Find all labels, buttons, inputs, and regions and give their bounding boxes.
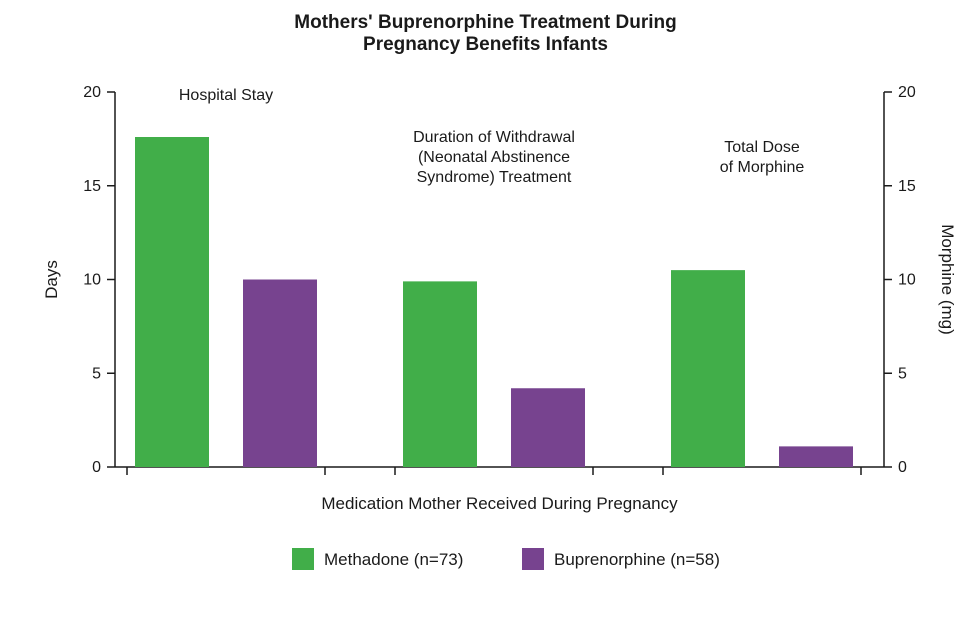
y-right-tick-label: 5 <box>898 365 907 382</box>
y-left-tick-label: 10 <box>83 272 101 289</box>
x-axis-label: Medication Mother Received During Pregna… <box>321 494 678 513</box>
y-left-tick-label: 15 <box>83 178 101 195</box>
group-label: of Morphine <box>720 159 805 176</box>
bar-methadone <box>671 270 745 467</box>
legend-label: Methadone (n=73) <box>324 550 463 569</box>
y-left-tick-label: 5 <box>92 365 101 382</box>
legend-label: Buprenorphine (n=58) <box>554 550 720 569</box>
y-right-tick-label: 20 <box>898 84 916 101</box>
group-label: Total Dose <box>724 139 800 156</box>
y-right-tick-label: 10 <box>898 272 916 289</box>
y-left-tick-label: 0 <box>92 459 101 476</box>
legend-swatch <box>522 548 544 570</box>
bar-buprenorphine <box>511 388 585 467</box>
group-label: (Neonatal Abstinence <box>418 149 570 166</box>
group-label: Syndrome) Treatment <box>417 169 572 186</box>
y-left-axis-label: Days <box>42 260 61 299</box>
y-right-axis-label: Morphine (mg) <box>938 224 957 335</box>
chart-title-line2: Pregnancy Benefits Infants <box>363 34 608 55</box>
y-right-tick-label: 15 <box>898 178 916 195</box>
chart-title-line1: Mothers' Buprenorphine Treatment During <box>294 12 676 33</box>
group-label: Hospital Stay <box>179 87 273 104</box>
bar-buprenorphine <box>779 446 853 467</box>
chart-svg: Mothers' Buprenorphine Treatment DuringP… <box>0 0 971 632</box>
y-right-tick-label: 0 <box>898 459 907 476</box>
bar-methadone <box>403 281 477 467</box>
group-label: Duration of Withdrawal <box>413 129 575 146</box>
legend-swatch <box>292 548 314 570</box>
bar-methadone <box>135 137 209 467</box>
bar-buprenorphine <box>243 280 317 468</box>
y-left-tick-label: 20 <box>83 84 101 101</box>
